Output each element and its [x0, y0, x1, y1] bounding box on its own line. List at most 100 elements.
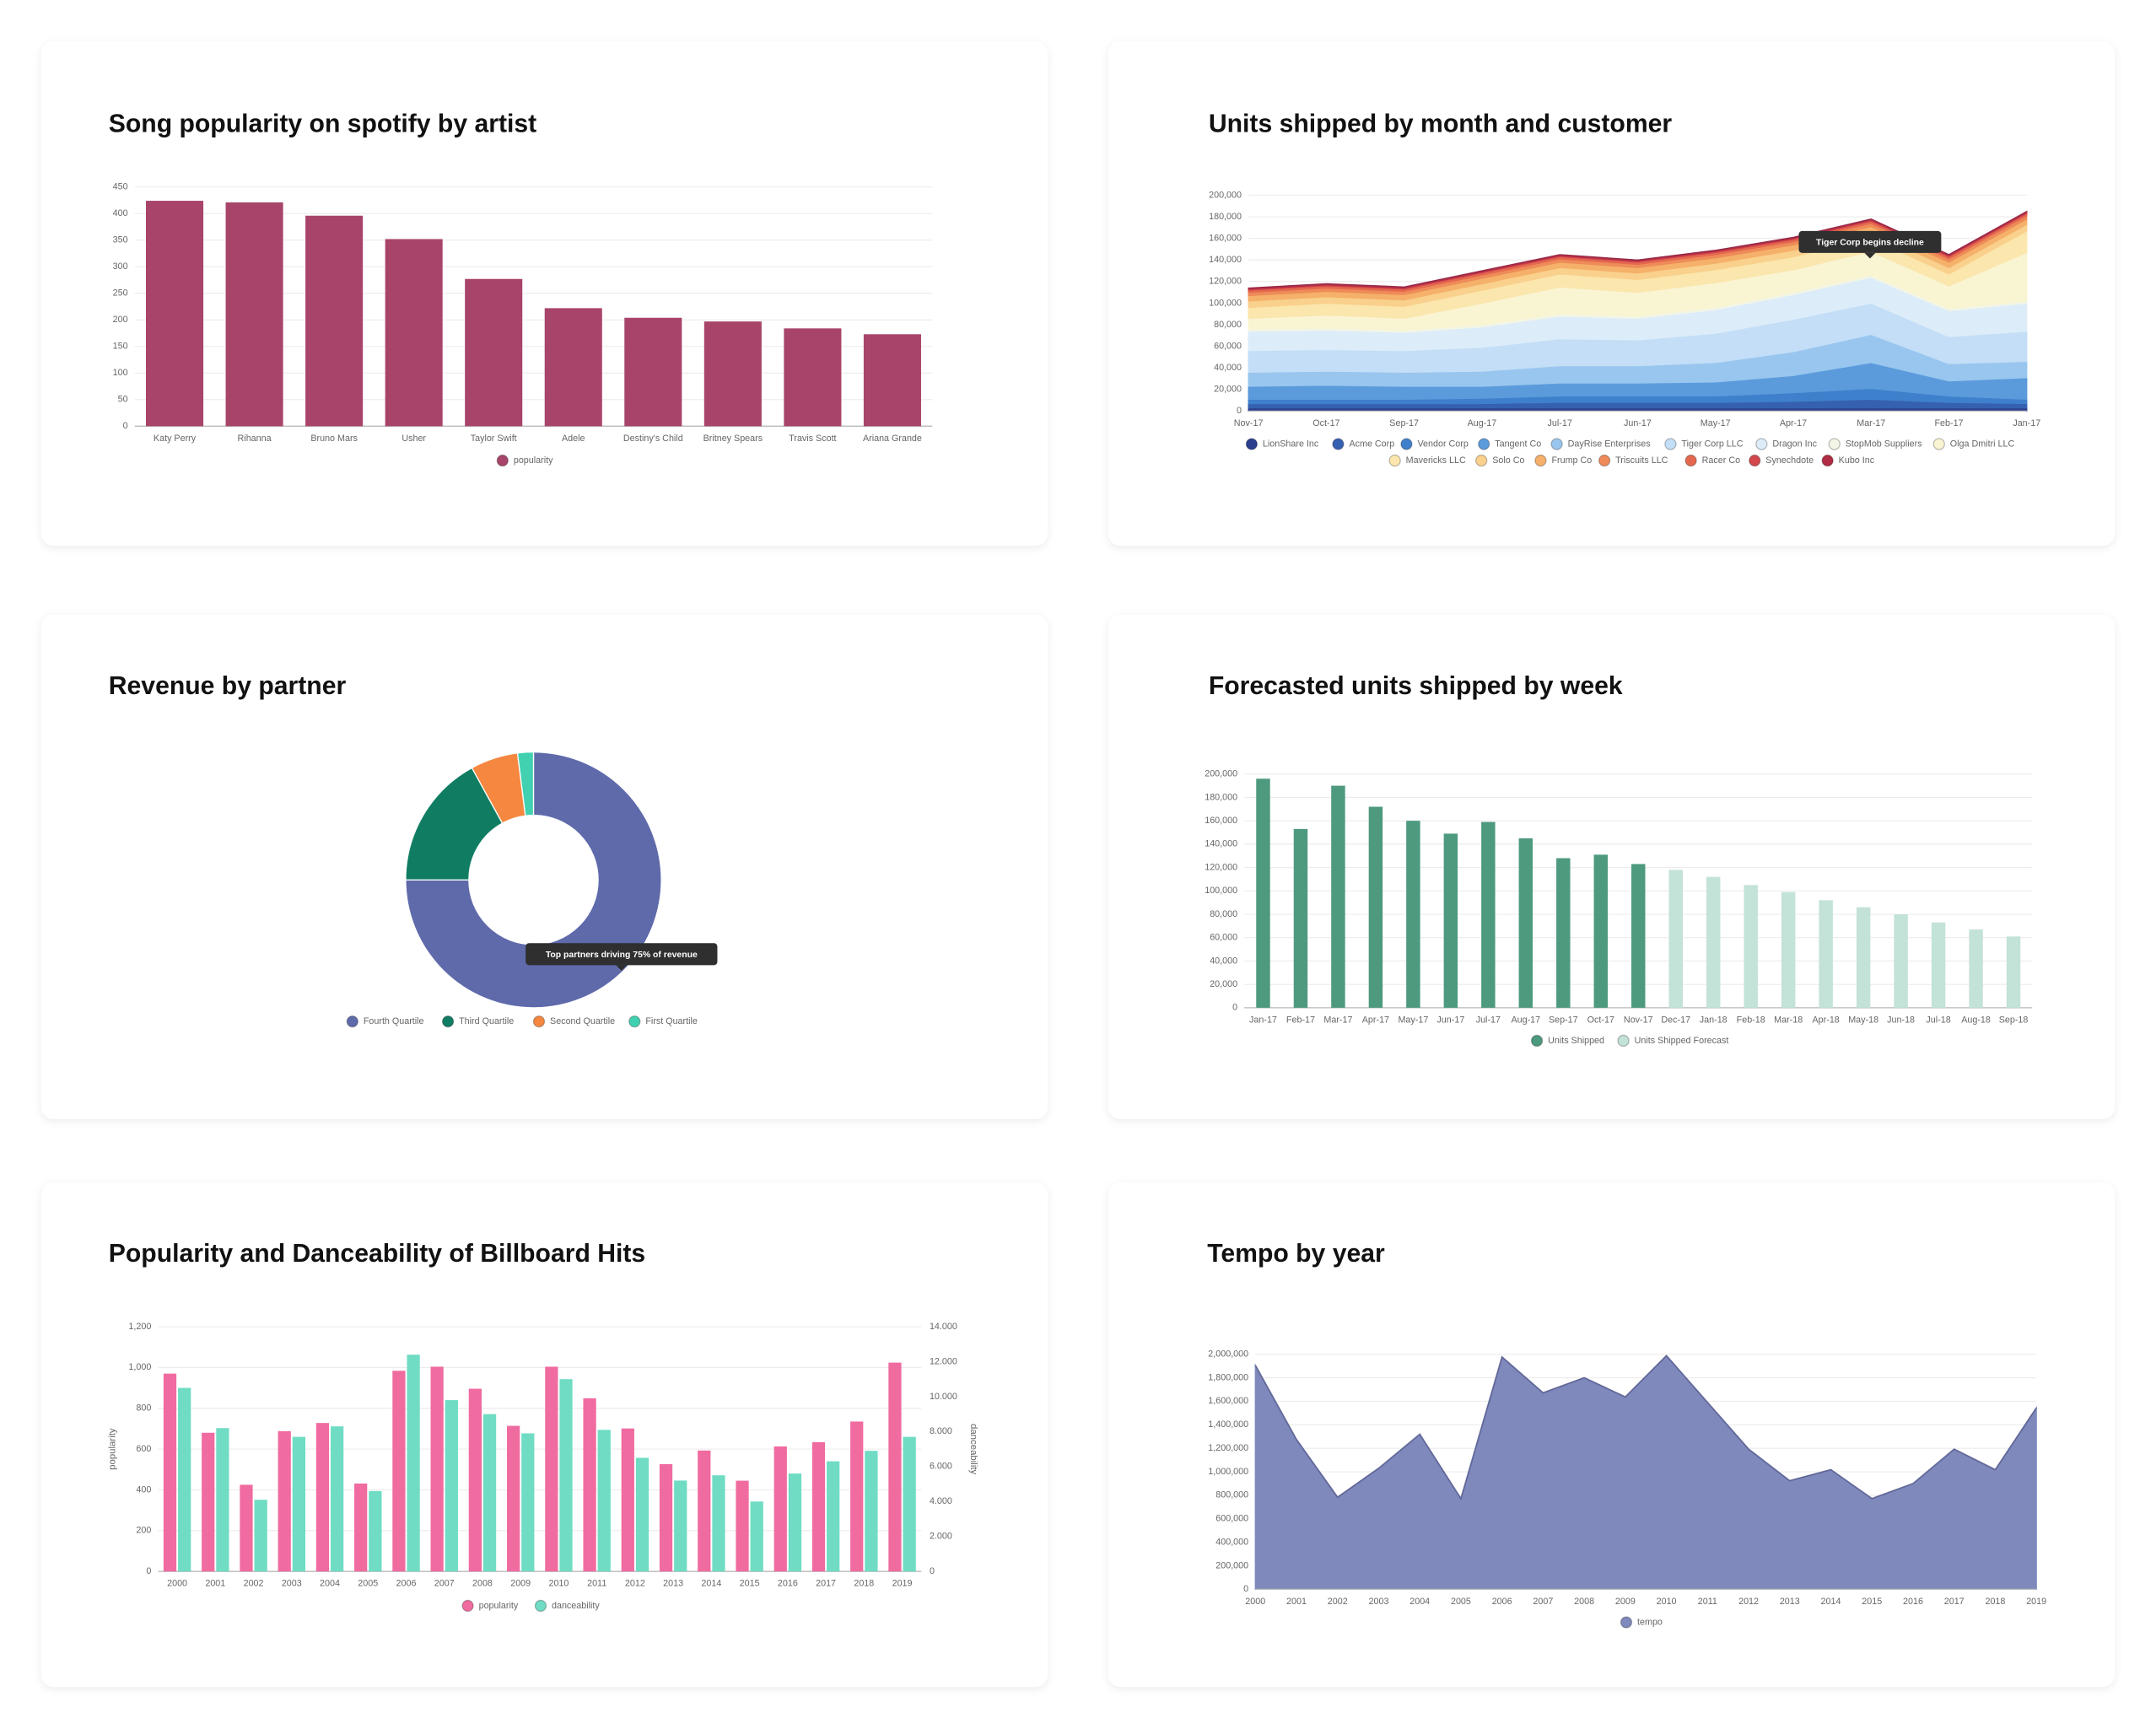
bar	[788, 1473, 802, 1572]
x-tick-label: Jun-17	[1436, 1015, 1464, 1025]
bar	[278, 1430, 291, 1572]
bar	[1931, 922, 1946, 1008]
area	[1248, 210, 2028, 290]
bar	[1518, 838, 1533, 1008]
legend-swatch	[1664, 438, 1677, 450]
annotation-pointer	[1864, 252, 1876, 259]
bar	[445, 1400, 458, 1572]
bar	[1481, 821, 1496, 1008]
x-tick-label: Rihanna	[238, 434, 272, 444]
x-tick-label: Aug-17	[1511, 1015, 1540, 1025]
y2-tick-label: 6.000	[930, 1462, 952, 1472]
y-tick-label: 1,200,000	[1208, 1443, 1248, 1453]
x-tick-label: Feb-17	[1934, 418, 1963, 428]
y-tick-label: 800	[136, 1403, 151, 1414]
x-tick-label: 2019	[892, 1579, 913, 1589]
chart-title: Revenue by partner	[109, 672, 347, 700]
bar	[811, 1441, 826, 1572]
legend-label: danceability	[552, 1601, 600, 1611]
y2-tick-label: 12.000	[930, 1356, 957, 1366]
legend-swatch	[1530, 1034, 1544, 1048]
y2-axis-label: danceability	[968, 1424, 978, 1475]
y-tick-label: 400	[136, 1484, 151, 1495]
bar	[674, 1480, 687, 1572]
y-tick-label: 200	[136, 1526, 151, 1536]
y-tick-label: 50	[118, 395, 128, 405]
bar	[624, 317, 682, 427]
legend-swatch	[1620, 1616, 1633, 1629]
y-tick-label: 200	[113, 315, 128, 325]
legend-swatch	[1684, 454, 1697, 467]
x-tick-label: 2012	[1738, 1597, 1759, 1607]
bar	[1593, 854, 1609, 1008]
legend-label: popularity	[479, 1601, 519, 1611]
legend-swatch	[534, 1599, 547, 1613]
x-tick-label: 2017	[816, 1579, 836, 1589]
y-tick-label: 1,800,000	[1208, 1372, 1248, 1382]
legend-label: popularity	[514, 455, 553, 466]
x-tick-label: Mar-17	[1323, 1015, 1352, 1025]
legend-swatch	[496, 454, 509, 467]
legend-label: Kubo Inc	[1839, 455, 1875, 466]
legend-swatch	[1821, 454, 1834, 467]
legend-swatch	[1388, 454, 1401, 467]
legend-label: Olga Dmitri LLC	[1950, 439, 2015, 449]
bar	[703, 321, 762, 427]
y2-tick-label: 4.000	[930, 1496, 952, 1506]
y2-tick-label: 0	[930, 1566, 935, 1576]
bar	[145, 201, 204, 427]
bar	[240, 1484, 253, 1572]
x-tick-label: Aug-17	[1468, 418, 1497, 428]
bar	[1293, 828, 1308, 1008]
bar	[736, 1480, 749, 1572]
bar	[1406, 821, 1420, 1008]
bar	[750, 1501, 763, 1572]
pie-slice	[516, 751, 535, 816]
x-tick-label: 2016	[1903, 1597, 1923, 1607]
y-tick-label: 180,000	[1209, 212, 1242, 222]
x-tick-label: Destiny's Child	[623, 434, 683, 444]
x-tick-label: 2019	[2026, 1597, 2046, 1607]
x-tick-label: 2002	[244, 1579, 264, 1589]
x-tick-label: 2015	[1862, 1597, 1882, 1607]
y-tick-label: 160,000	[1205, 816, 1237, 826]
y-tick-label: 450	[113, 182, 128, 192]
bar	[216, 1428, 229, 1572]
y-tick-label: 400	[113, 208, 128, 218]
bar	[331, 1426, 344, 1572]
legend-label: Dragon Inc	[1772, 439, 1817, 449]
legend-swatch	[1550, 438, 1563, 450]
x-tick-label: 2011	[1698, 1597, 1717, 1607]
x-tick-label: Jun-18	[1887, 1015, 1915, 1025]
bar	[163, 1373, 177, 1572]
legend-swatch	[1932, 438, 1945, 450]
y-tick-label: 100	[113, 368, 128, 378]
legend-label: Second Quartile	[550, 1016, 615, 1026]
y-tick-label: 600	[136, 1444, 151, 1454]
x-tick-label: 2012	[625, 1579, 645, 1589]
y-tick-label: 140,000	[1205, 839, 1237, 849]
legend-label: Synechdote	[1765, 455, 1814, 466]
y-tick-label: 80,000	[1210, 909, 1237, 919]
x-tick-label: Britney Spears	[703, 434, 763, 444]
y-tick-label: 40,000	[1210, 956, 1237, 966]
bar	[784, 328, 842, 427]
bar	[1368, 806, 1383, 1008]
annotation-box	[526, 943, 718, 966]
x-tick-label: Nov-17	[1624, 1015, 1653, 1025]
annotation: Tiger Corp begins decline	[1816, 238, 1924, 247]
x-tick-label: 2007	[434, 1579, 455, 1589]
x-tick-label: 2000	[167, 1579, 187, 1589]
bar	[635, 1457, 649, 1572]
x-tick-label: 2008	[472, 1579, 493, 1589]
legend-label: LionShare Inc	[1263, 439, 1319, 449]
x-tick-label: Jan-17	[2013, 418, 2040, 428]
x-tick-label: Apr-18	[1813, 1015, 1840, 1025]
y-tick-label: 1,600,000	[1208, 1396, 1248, 1406]
x-tick-label: Dec-17	[1661, 1015, 1690, 1025]
x-tick-label: 2016	[778, 1579, 798, 1589]
y-tick-label: 120,000	[1209, 277, 1242, 287]
legend-swatch	[1598, 454, 1611, 467]
x-tick-label: Feb-17	[1286, 1015, 1315, 1025]
bar	[315, 1423, 330, 1572]
